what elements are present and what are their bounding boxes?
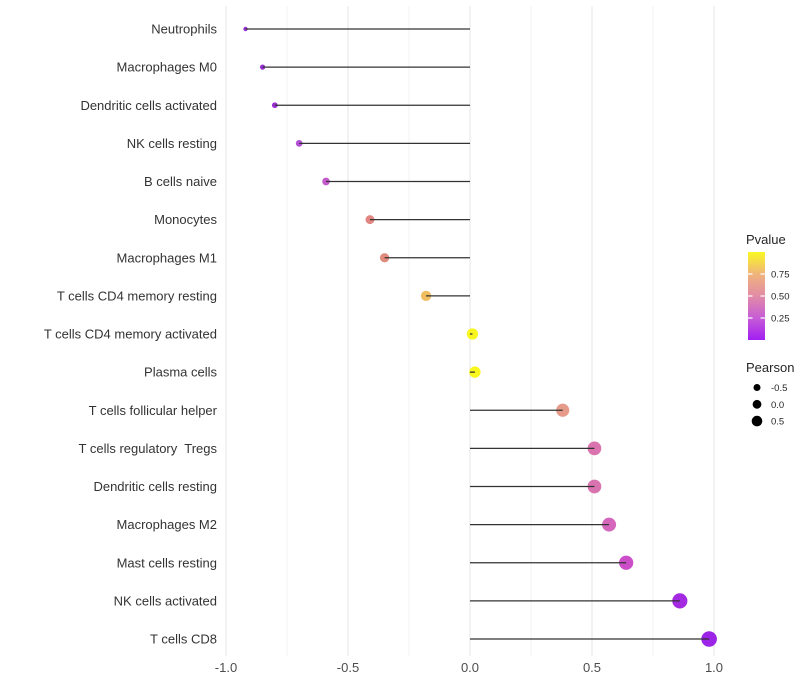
colorbar-tick-label: 0.25 [771, 314, 790, 325]
pvalue-legend-title: Pvalue [746, 232, 786, 247]
row-label: NK cells resting [127, 136, 217, 151]
data-dots [243, 26, 717, 647]
x-tick-label: 1.0 [705, 660, 723, 675]
row-label: Mast cells resting [117, 555, 217, 570]
legend-panel: Pvalue 0.75 0.50 0.25 Pearson -0.5 0.0 0.5 [746, 232, 794, 428]
x-tick-label: 0.0 [461, 660, 479, 675]
row-label: NK cells activated [114, 593, 217, 608]
x-tick-label: -0.5 [337, 660, 359, 675]
colorbar-tick-label: 0.50 [771, 292, 790, 303]
gridlines [225, 6, 715, 656]
pearson-legend-dot [752, 399, 762, 409]
row-label: T cells CD4 memory resting [57, 288, 217, 303]
row-label: T cells CD4 memory activated [44, 327, 217, 342]
x-axis: -1.0 -0.5 0.0 0.5 1.0 [215, 660, 723, 675]
lollipop-dot [365, 215, 375, 225]
row-label: T cells follicular helper [89, 403, 218, 418]
pearson-legend-title: Pearson [746, 360, 794, 375]
row-label: T cells CD8 [150, 632, 217, 647]
pearson-size-legend: -0.5 0.0 0.5 [751, 383, 787, 428]
row-label: Macrophages M0 [117, 60, 217, 75]
pearson-legend-label: -0.5 [771, 383, 787, 394]
row-label: Neutrophils [151, 22, 217, 37]
row-label: B cells naive [144, 174, 217, 189]
y-axis-labels: Neutrophils Macrophages M0 Dendritic cells… [44, 22, 218, 647]
pearson-legend-label: 0.5 [771, 417, 784, 428]
x-tick-label: 0.5 [583, 660, 601, 675]
row-label: Macrophages M1 [117, 250, 217, 265]
lollipop-sticks [245, 28, 710, 640]
pearson-legend-dot [753, 384, 761, 391]
colorbar-tick-label: 0.75 [771, 270, 790, 281]
pearson-legend-label: 0.0 [771, 400, 784, 411]
row-label: Dendritic cells resting [93, 479, 217, 494]
row-label: Dendritic cells activated [80, 98, 217, 113]
lollipop-dot [619, 555, 634, 570]
x-tick-label: -1.0 [215, 660, 237, 675]
row-label: T cells regulatory Tregs [79, 441, 218, 456]
row-label: Plasma cells [144, 365, 217, 380]
row-label: Macrophages M2 [117, 517, 217, 532]
pearson-legend-dot [751, 415, 763, 427]
pvalue-colorbar-ticks: 0.75 0.50 0.25 [748, 270, 790, 325]
row-label: Monocytes [154, 212, 217, 227]
